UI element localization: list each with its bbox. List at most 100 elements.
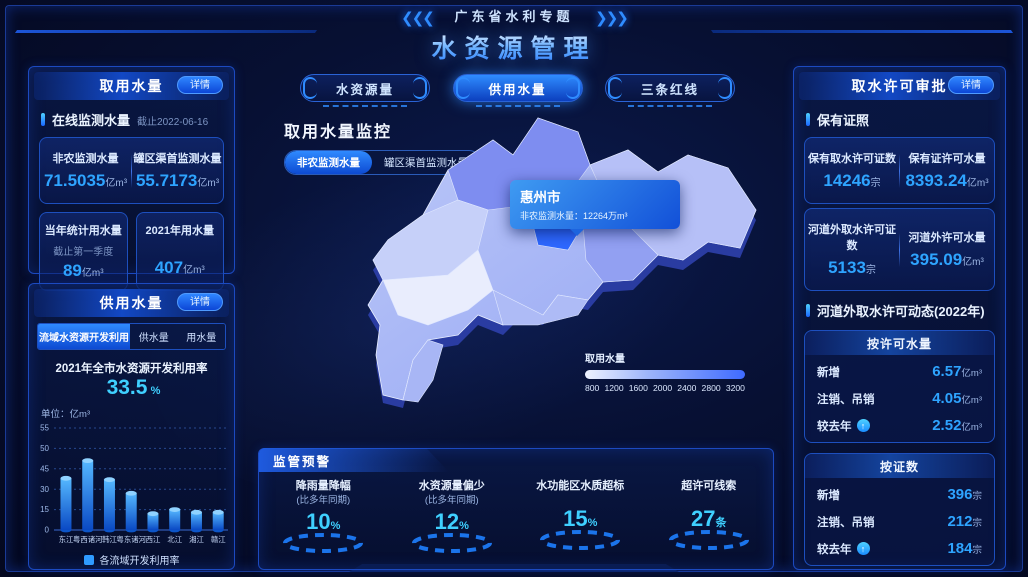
map-layer-toggle: 非农监测水量 罐区渠首监测水量 [284, 150, 481, 175]
row-unit: 亿m³ [961, 368, 982, 379]
row-new: 新增 396宗 [805, 478, 994, 505]
kpi-value: 55.7173 [135, 171, 198, 190]
detail-button[interactable]: 详情 [948, 76, 994, 94]
svg-text:北江: 北江 [167, 535, 182, 544]
section-permit-dynamics: 河道外取水许可动态(2022年) [806, 301, 995, 320]
kpi-unit: 宗 [870, 178, 881, 189]
alert-unit: 条 [715, 517, 727, 529]
held-license-card: 保有取水许可证数 14246宗 保有证许可水量 8393.24亿m³ [804, 137, 995, 204]
tab-label: 三条红线 [640, 82, 699, 97]
row-value: 184 [947, 540, 973, 557]
nonfarm-volume: 非农监测水量 71.5035亿m³ [40, 150, 131, 191]
section-marker-icon [41, 113, 45, 126]
panel-water-intake: 取用水量 详情 在线监测水量 截止2022-06-16 非农监测水量 71.50… [28, 66, 235, 291]
alerts-title: 监管预警 [273, 454, 332, 469]
row-unit: 亿m³ [961, 395, 982, 406]
row-value: 6.57 [932, 363, 962, 380]
headline-unit: % [150, 385, 161, 397]
panel-supply-use-header: 供用水量 详情 [34, 289, 229, 317]
svg-text:0: 0 [44, 526, 49, 535]
tab-supply-volume[interactable]: 供水量 [130, 324, 178, 349]
kpi-unit: 亿m³ [105, 178, 128, 189]
tab-three-red-lines[interactable]: 三条红线 [605, 74, 735, 107]
map-region-southwest[interactable] [382, 249, 494, 326]
kpi-label: 河道外许可水量 [908, 232, 986, 244]
section-marker-icon [806, 113, 810, 126]
tab-underline [628, 105, 712, 107]
row-unit: 宗 [972, 518, 982, 529]
svg-text:西江: 西江 [145, 535, 160, 544]
legend-label: 各流域开发利用率 [99, 556, 180, 567]
tooltip-value: 12264万m³ [583, 211, 628, 221]
divider [899, 232, 900, 267]
alert-rainfall: 降雨量降幅 (比多年同期) 10% [259, 479, 388, 560]
utilization-headline: 2021年全市水资源开发利用率 33.5 % [35, 360, 228, 400]
tab-water-resources[interactable]: 水资源量 [300, 74, 430, 107]
chart-legend: 各流域开发利用率 [29, 552, 234, 567]
alerts-header: 监管预警 [259, 448, 449, 472]
alert-value: 15 [563, 506, 588, 531]
current-year-card: 当年统计用水量 截止第一季度 89亿m³ [39, 212, 128, 291]
alert-ring-icon [540, 530, 621, 550]
section-date: 截止2022-06-16 [137, 117, 209, 128]
svg-text:50: 50 [40, 444, 49, 453]
alert-over-permit: 超许可线索 27条 [645, 479, 774, 560]
headline-text: 2021年全市水资源开发利用率 [55, 363, 208, 375]
tab-supply-use[interactable]: 供用水量 [452, 74, 583, 107]
scale-tick: 800 [585, 383, 600, 393]
river-volume: 河道外许可水量 395.09亿m³ [900, 229, 994, 270]
tab-basin-utilization[interactable]: 流域水资源开发利用 [38, 324, 130, 349]
svg-text:韩江: 韩江 [102, 535, 117, 544]
scale-ticks: 800 1200 1600 2000 2400 2800 3200 [585, 383, 745, 393]
main-tabs: 水资源量 供用水量 三条红线 [300, 74, 735, 107]
row-value: 2.52 [932, 417, 962, 434]
row-unit: 亿m³ [961, 422, 982, 433]
alert-water-quality: 水功能区水质超标 15% [516, 479, 645, 560]
alert-value: 10 [306, 508, 331, 534]
kpi-unit: 亿m³ [183, 265, 205, 276]
row-unit: 宗 [972, 545, 982, 556]
map-area: 取用水量监控 非农监测水量 罐区渠首监测水量 [270, 117, 780, 418]
map-tooltip: 惠州市 非农监测水量：12264万m³ [510, 180, 680, 236]
row-label: 注销、吊销 [817, 516, 875, 529]
kpi-value: 89 [62, 261, 82, 280]
kpi-note [139, 243, 222, 255]
held-volume: 保有证许可水量 8393.24亿m³ [900, 150, 994, 191]
row-label: 注销、吊销 [817, 393, 875, 406]
scale-tick: 2400 [677, 383, 697, 393]
toggle-nonfarm[interactable]: 非农监测水量 [285, 151, 372, 174]
row-value: 4.05 [932, 390, 962, 407]
kpi-value: 5133 [828, 258, 866, 277]
svg-text:30: 30 [40, 485, 49, 494]
map-region-leizhou[interactable] [402, 339, 444, 403]
tab-use-volume[interactable]: 用水量 [177, 324, 225, 349]
svg-text:15: 15 [40, 505, 49, 514]
kpi-label: 非农监测水量 [52, 153, 119, 165]
canal-volume: 罐区渠首监测水量 55.7173亿m³ [132, 150, 223, 191]
map-region-coast[interactable] [492, 289, 589, 326]
alert-ring-icon [411, 532, 492, 553]
alert-label: 降雨量降幅 [295, 480, 351, 492]
detail-button[interactable]: 详情 [177, 293, 223, 311]
toggle-canal[interactable]: 罐区渠首监测水量 [384, 157, 468, 169]
svg-text:45: 45 [40, 464, 49, 473]
arrow-up-icon: ↑ [856, 542, 870, 555]
kpi-value: 71.5035 [43, 171, 106, 190]
row-cancelled: 注销、吊销 4.05亿m³ [805, 382, 994, 409]
held-count: 保有取水许可证数 14246宗 [805, 150, 899, 191]
alert-label: 超许可线索 [681, 480, 737, 492]
panel-supply-use: 供用水量 详情 流域水资源开发利用 供水量 用水量 2021年全市水资源开发利用… [28, 283, 235, 570]
kpi-unit: 宗 [865, 265, 876, 276]
svg-text:粤东诸河: 粤东诸河 [116, 535, 146, 544]
row-cancelled: 注销、吊销 212宗 [805, 505, 994, 532]
row-label: 较去年 [817, 543, 852, 556]
svg-text:湘江: 湘江 [189, 535, 204, 544]
panel-permit-approval: 取水许可审批 详情 保有证照 保有取水许可证数 14246宗 保有证许可水量 8… [793, 66, 1006, 570]
detail-button[interactable]: 详情 [177, 76, 223, 94]
row-label: 新增 [817, 489, 840, 502]
tab-label: 供用水量 [488, 82, 547, 97]
header: ❮❮❮ 广东省水利专题 ❯❯❯ 水资源管理 [0, 6, 1028, 65]
river-count: 河道外取水许可证数 5133宗 [805, 221, 899, 278]
tooltip-city: 惠州市 [520, 190, 561, 205]
section-label: 保有证照 [817, 113, 870, 128]
